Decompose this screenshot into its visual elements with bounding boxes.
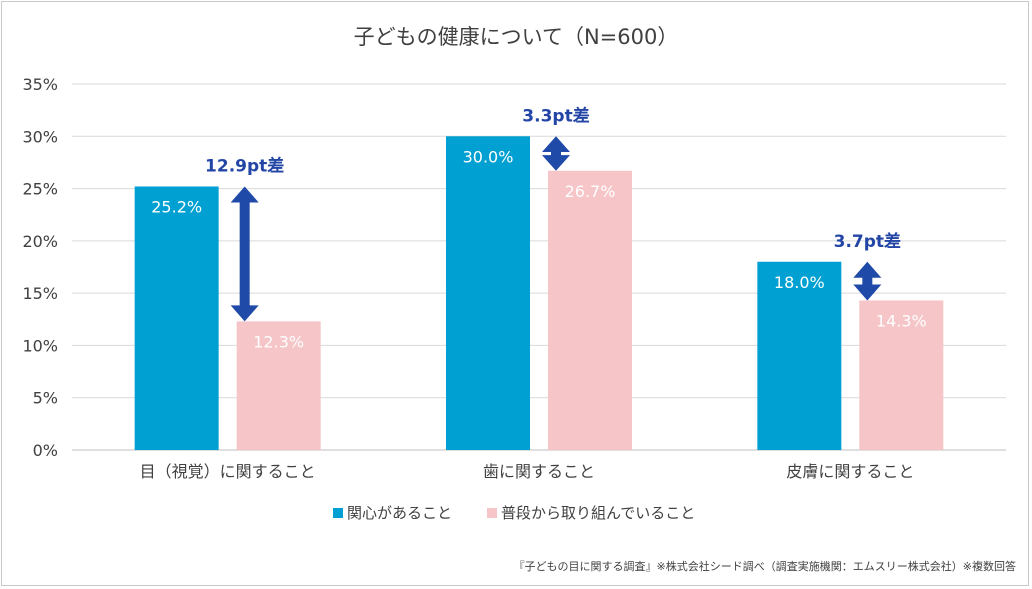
bar: [548, 170, 632, 450]
y-tick-label: 35%: [22, 75, 58, 94]
legend-label: 普段から取り組んでいること: [501, 504, 695, 522]
bar: [236, 321, 321, 450]
legend-item: 普段から取り組んでいること: [487, 504, 695, 522]
y-tick-label: 5%: [33, 389, 58, 408]
data-label: 12.3%: [253, 332, 304, 351]
y-tick-label: 30%: [22, 127, 58, 146]
double-arrow-shape: [853, 261, 882, 301]
data-label: 30.0%: [463, 147, 514, 166]
y-tick-label: 10%: [22, 336, 58, 355]
chart-title: 子どもの健康について（N=600）: [354, 25, 679, 49]
legend-swatch: [333, 508, 343, 518]
grid-lines: [72, 83, 1006, 451]
legend: 関心があること 普段から取り組んでいること: [333, 504, 695, 522]
difference-label: 3.7pt差: [834, 231, 901, 252]
y-tick-label: 15%: [22, 284, 58, 303]
data-label: 18.0%: [774, 273, 825, 292]
legend-item: 関心があること: [333, 504, 452, 522]
data-label: 26.7%: [565, 182, 616, 201]
y-tick-label: 0%: [33, 441, 58, 460]
category-label: 皮膚に関すること: [786, 462, 914, 481]
data-label: 25.2%: [151, 197, 202, 216]
bars: [134, 136, 944, 451]
difference-arrow: 3.3pt差: [522, 105, 590, 171]
legend-label: 関心があること: [347, 504, 452, 522]
bar: [859, 300, 944, 450]
y-axis-ticks: 0% 5% 10% 15% 20% 25% 30% 35%: [22, 75, 58, 460]
category-label: 歯に関すること: [483, 462, 595, 481]
difference-label: 3.3pt差: [522, 105, 589, 126]
double-arrow-shape: [542, 136, 570, 171]
data-labels: 25.2% 12.3% 30.0% 26.7% 18.0% 14.3%: [151, 147, 926, 351]
difference-label: 12.9pt差: [205, 155, 284, 176]
y-tick-label: 25%: [22, 180, 58, 199]
data-label: 14.3%: [876, 311, 927, 330]
difference-arrows: 12.9pt差 3.3pt差 3.7pt差: [205, 105, 901, 322]
legend-swatch: [487, 508, 497, 518]
x-axis-categories: 目（視覚）に関すること 歯に関すること 皮膚に関すること: [140, 462, 915, 481]
bar: [446, 136, 530, 451]
double-arrow-shape: [230, 186, 259, 322]
difference-arrow: 3.7pt差: [834, 231, 901, 301]
bar: [757, 261, 842, 450]
category-label: 目（視覚）に関すること: [140, 462, 316, 481]
source-note: 『子どもの目に関する調査』※株式会社シード調べ（調査実施機関：エムスリー株式会社…: [514, 559, 1016, 573]
bar: [134, 186, 219, 451]
difference-arrow: 12.9pt差: [205, 155, 284, 322]
y-tick-label: 20%: [22, 232, 58, 251]
